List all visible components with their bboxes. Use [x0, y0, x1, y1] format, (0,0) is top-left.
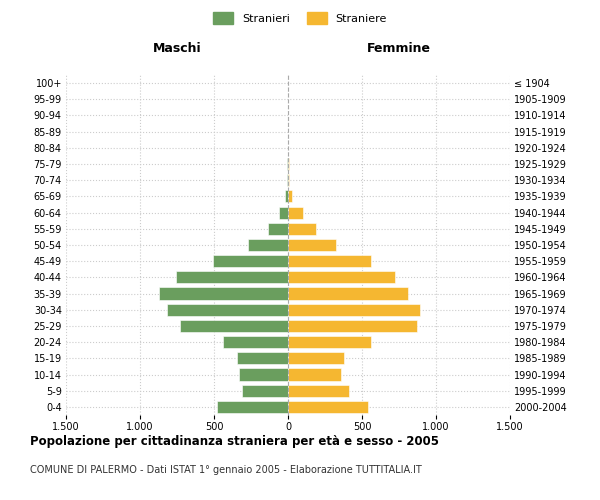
Text: Popolazione per cittadinanza straniera per età e sesso - 2005: Popolazione per cittadinanza straniera p…	[30, 435, 439, 448]
Bar	[288, 320, 417, 332]
Bar	[288, 190, 292, 202]
Bar	[242, 384, 288, 397]
Bar	[288, 288, 408, 300]
Text: Maschi: Maschi	[152, 42, 202, 55]
Bar	[288, 368, 341, 380]
Bar	[288, 158, 289, 170]
Bar	[288, 352, 344, 364]
Bar	[288, 206, 303, 218]
Legend: Stranieri, Straniere: Stranieri, Straniere	[209, 8, 391, 28]
Bar	[239, 368, 288, 380]
Bar	[288, 174, 289, 186]
Bar	[288, 384, 349, 397]
Bar	[287, 174, 288, 186]
Bar	[288, 272, 395, 283]
Bar	[176, 272, 288, 283]
Bar	[217, 401, 288, 413]
Bar	[212, 255, 288, 268]
Bar	[180, 320, 288, 332]
Bar	[288, 255, 371, 268]
Text: Femmine: Femmine	[367, 42, 431, 55]
Bar	[288, 239, 336, 251]
Bar	[223, 336, 288, 348]
Bar	[268, 222, 288, 235]
Bar	[167, 304, 288, 316]
Bar	[288, 304, 420, 316]
Text: COMUNE DI PALERMO - Dati ISTAT 1° gennaio 2005 - Elaborazione TUTTITALIA.IT: COMUNE DI PALERMO - Dati ISTAT 1° gennai…	[30, 465, 422, 475]
Bar	[288, 222, 316, 235]
Bar	[288, 336, 371, 348]
Bar	[288, 401, 368, 413]
Bar	[159, 288, 288, 300]
Bar	[248, 239, 288, 251]
Bar	[237, 352, 288, 364]
Bar	[286, 190, 288, 202]
Bar	[279, 206, 288, 218]
